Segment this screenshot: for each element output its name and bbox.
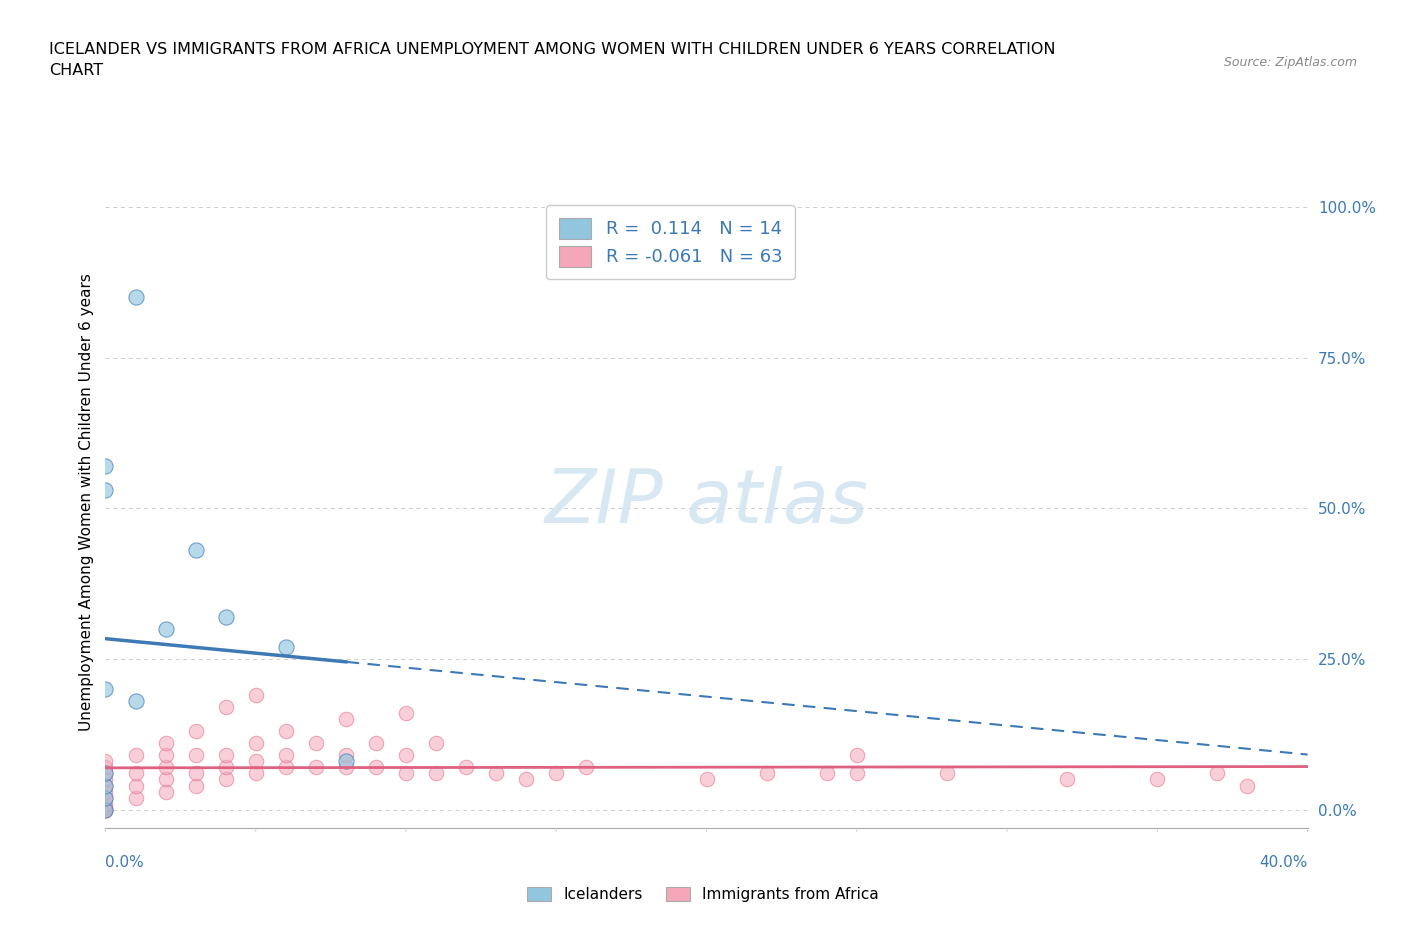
Point	[546, 766, 568, 781]
Point	[124, 790, 146, 805]
Point	[94, 784, 117, 799]
Point	[184, 724, 207, 738]
Point	[184, 543, 207, 558]
Point	[364, 736, 387, 751]
Point	[845, 748, 868, 763]
Text: ICELANDER VS IMMIGRANTS FROM AFRICA UNEMPLOYMENT AMONG WOMEN WITH CHILDREN UNDER: ICELANDER VS IMMIGRANTS FROM AFRICA UNEM…	[49, 42, 1056, 78]
Point	[184, 766, 207, 781]
Point	[124, 748, 146, 763]
Point	[425, 736, 447, 751]
Point	[815, 766, 838, 781]
Point	[364, 760, 387, 775]
Point	[936, 766, 959, 781]
Point	[155, 784, 177, 799]
Point	[425, 766, 447, 781]
Point	[274, 724, 297, 738]
Point	[94, 790, 117, 805]
Point	[305, 760, 328, 775]
Point	[454, 760, 477, 775]
Point	[335, 754, 357, 769]
Point	[155, 736, 177, 751]
Point	[395, 766, 418, 781]
Point	[515, 772, 537, 787]
Point	[274, 760, 297, 775]
Point	[214, 760, 236, 775]
Point	[94, 458, 117, 473]
Point	[214, 609, 236, 624]
Point	[94, 796, 117, 811]
Point	[94, 790, 117, 805]
Point	[575, 760, 598, 775]
Point	[335, 711, 357, 726]
Point	[124, 778, 146, 793]
Point	[155, 760, 177, 775]
Point	[155, 748, 177, 763]
Point	[94, 766, 117, 781]
Point	[245, 766, 267, 781]
Text: 40.0%: 40.0%	[1260, 855, 1308, 870]
Point	[335, 760, 357, 775]
Point	[94, 803, 117, 817]
Point	[94, 772, 117, 787]
Point	[245, 736, 267, 751]
Point	[124, 290, 146, 305]
Point	[94, 483, 117, 498]
Point	[94, 803, 117, 817]
Point	[395, 706, 418, 721]
Text: 0.0%: 0.0%	[105, 855, 145, 870]
Text: Source: ZipAtlas.com: Source: ZipAtlas.com	[1223, 56, 1357, 69]
Point	[395, 748, 418, 763]
Y-axis label: Unemployment Among Women with Children Under 6 years: Unemployment Among Women with Children U…	[79, 273, 94, 731]
Point	[245, 754, 267, 769]
Point	[184, 748, 207, 763]
Point	[94, 803, 117, 817]
Point	[214, 772, 236, 787]
Point	[214, 699, 236, 714]
Point	[184, 778, 207, 793]
Point	[214, 748, 236, 763]
Legend: Icelanders, Immigrants from Africa: Icelanders, Immigrants from Africa	[520, 881, 886, 909]
Point	[94, 799, 117, 814]
Point	[94, 778, 117, 793]
Point	[124, 694, 146, 709]
Point	[94, 778, 117, 793]
Legend: R =  0.114   N = 14, R = -0.061   N = 63: R = 0.114 N = 14, R = -0.061 N = 63	[546, 206, 794, 280]
Point	[124, 766, 146, 781]
Text: ZIP atlas: ZIP atlas	[544, 466, 869, 538]
Point	[94, 760, 117, 775]
Point	[94, 766, 117, 781]
Point	[94, 754, 117, 769]
Point	[94, 803, 117, 817]
Point	[94, 682, 117, 697]
Point	[274, 640, 297, 655]
Point	[696, 772, 718, 787]
Point	[845, 766, 868, 781]
Point	[335, 748, 357, 763]
Point	[755, 766, 778, 781]
Point	[1236, 778, 1258, 793]
Point	[155, 772, 177, 787]
Point	[485, 766, 508, 781]
Point	[245, 687, 267, 702]
Point	[1206, 766, 1229, 781]
Point	[155, 621, 177, 636]
Point	[305, 736, 328, 751]
Point	[1056, 772, 1078, 787]
Point	[274, 748, 297, 763]
Point	[1146, 772, 1168, 787]
